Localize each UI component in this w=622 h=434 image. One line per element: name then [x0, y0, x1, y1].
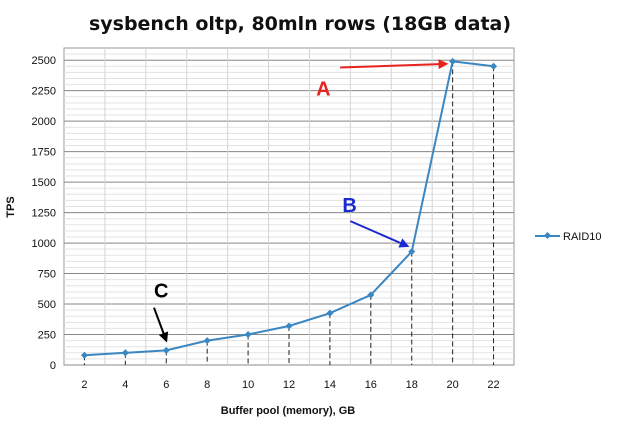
legend-label: RAID10	[563, 231, 602, 243]
y-axis-ticks: 0 250 500 750 1000 1250 1500 1750 2000 2250 2500	[32, 55, 56, 372]
y-tick-label: 2000	[32, 116, 56, 128]
annotation-label: C	[154, 281, 168, 303]
annotation-arrow	[349, 220, 410, 248]
x-axis-label: Buffer pool (memory), GB	[221, 405, 356, 417]
x-tick-label: 20	[447, 379, 459, 391]
y-tick-label: 2250	[32, 86, 56, 98]
annotation-arrow	[340, 59, 449, 70]
data-point	[285, 322, 293, 330]
y-tick-label: 750	[38, 269, 56, 281]
data-point	[162, 346, 170, 354]
legend-marker-icon	[543, 231, 552, 240]
y-tick-label: 1250	[32, 208, 56, 220]
x-tick-label: 10	[242, 379, 254, 391]
x-tick-label: 12	[283, 379, 295, 391]
y-tick-label: 500	[38, 299, 56, 311]
x-tick-label: 22	[487, 379, 499, 391]
y-tick-label: 2500	[32, 55, 56, 67]
series-group	[80, 57, 498, 359]
drop-lines	[83, 61, 495, 365]
y-tick-label: 1750	[32, 147, 56, 159]
y-tick-label: 250	[38, 330, 56, 342]
x-tick-label: 4	[122, 379, 128, 391]
y-tick-label: 0	[50, 360, 56, 372]
data-point	[490, 62, 498, 70]
grid	[64, 48, 514, 366]
annotation-label: B	[342, 195, 356, 217]
x-tick-label: 8	[204, 379, 210, 391]
data-point	[244, 330, 252, 339]
annotation-label: A	[316, 79, 330, 101]
y-tick-label: 1500	[32, 177, 56, 189]
data-point	[326, 309, 334, 317]
x-tick-label: 2	[81, 379, 87, 391]
annotation-arrow	[153, 307, 169, 343]
x-tick-label: 18	[406, 379, 418, 391]
legend: RAID10	[535, 231, 602, 243]
annotations: A B C	[153, 59, 449, 343]
data-point	[203, 337, 211, 345]
x-tick-label: 6	[163, 379, 169, 391]
data-point	[121, 349, 129, 357]
y-axis-label: TPS	[5, 196, 17, 217]
data-point	[449, 57, 457, 65]
data-point	[80, 351, 88, 359]
data-point	[408, 248, 416, 256]
x-tick-label: 14	[324, 379, 336, 391]
y-tick-label: 1000	[32, 238, 56, 250]
x-axis-ticks: 2 4 6 8 10 12 14 16 18 20 22	[81, 379, 499, 391]
x-tick-label: 16	[365, 379, 377, 391]
data-point	[367, 291, 375, 299]
chart-title: sysbench oltp, 80mln rows (18GB data)	[89, 13, 511, 35]
